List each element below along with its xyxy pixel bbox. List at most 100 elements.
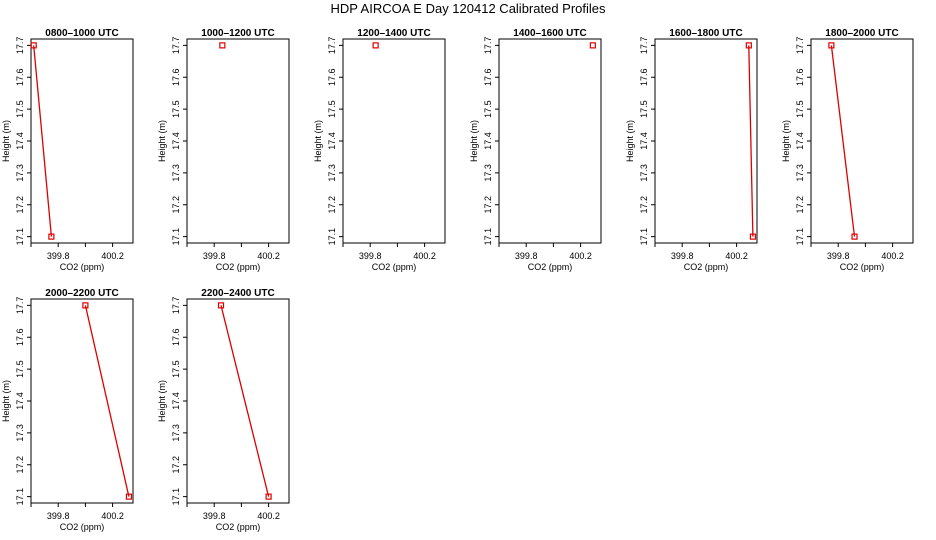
plot-frame	[30, 298, 134, 504]
data-point	[749, 233, 757, 240]
x-axis-label: CO2 (ppm)	[528, 262, 573, 272]
panel-title: 2200–2400 UTC	[201, 288, 274, 299]
y-tick-label: 17.5	[171, 100, 181, 118]
y-tick-label: 17.7	[483, 37, 493, 55]
y-tick-label: 17.5	[327, 100, 337, 118]
plot-frame	[186, 298, 290, 504]
data-point	[30, 42, 37, 49]
profile-line	[748, 45, 754, 237]
x-axis-label: CO2 (ppm)	[60, 522, 105, 532]
y-tick-label: 17.2	[795, 196, 805, 214]
x-tick-label: 400.2	[101, 511, 124, 521]
y-tick-label: 17.7	[171, 37, 181, 55]
y-axis-label: Height (m)	[1, 380, 11, 422]
x-axis-label: CO2 (ppm)	[216, 262, 261, 272]
y-tick-label: 17.1	[15, 228, 25, 246]
y-tick-label: 17.7	[795, 37, 805, 55]
profile-panel: 1000–1200 UTC 399.8 400.2 17.1 17.2 17.3 17.4 1…	[157, 28, 290, 272]
x-tick-label: 399.8	[47, 251, 70, 261]
y-tick-label: 17.7	[15, 37, 25, 55]
y-tick-label: 17.2	[15, 456, 25, 474]
y-tick-label: 17.1	[639, 228, 649, 246]
y-tick-label: 17.5	[795, 100, 805, 118]
x-tick-label: 400.2	[101, 251, 124, 261]
y-tick-label: 17.2	[639, 196, 649, 214]
plot-frame	[498, 38, 602, 244]
profile-panel: 2200–2400 UTC 399.8 400.2 17.1 17.2 17.3 17.4 1…	[157, 288, 290, 532]
x-tick-label: 400.2	[257, 251, 280, 261]
y-tick-label: 17.6	[15, 328, 25, 346]
plot-frame	[654, 38, 758, 244]
profile-panel: 0800–1000 UTC 399.8 400.2 17.1 17.2 17.3 17.4 1…	[1, 28, 134, 272]
data-point	[589, 42, 596, 49]
y-tick-label: 17.4	[639, 132, 649, 150]
y-tick-label: 17.1	[15, 488, 25, 506]
y-axis-label: Height (m)	[157, 380, 167, 422]
x-tick-label: 400.2	[881, 251, 904, 261]
profile-panel: 1600–1800 UTC 399.8 400.2 17.1 17.2 17.3 17.4 1…	[625, 28, 758, 272]
y-tick-label: 17.4	[15, 392, 25, 410]
data-point	[48, 233, 55, 240]
y-tick-label: 17.4	[171, 392, 181, 410]
x-tick-label: 399.8	[671, 251, 694, 261]
data-point	[125, 493, 133, 500]
profile-panel: 1800–2000 UTC 399.8 400.2 17.1 17.2 17.3 17.4 1…	[781, 28, 914, 272]
profile-line	[220, 305, 270, 497]
y-tick-label: 17.7	[639, 37, 649, 55]
panel-title: 1600–1800 UTC	[669, 28, 742, 39]
y-tick-label: 17.5	[171, 360, 181, 378]
y-tick-label: 17.2	[171, 456, 181, 474]
y-axis-label: Height (m)	[157, 120, 167, 162]
profile-line	[33, 45, 53, 237]
y-tick-label: 17.1	[171, 488, 181, 506]
figure-title: HDP AIRCOA E Day 120412 Calibrated Profi…	[330, 1, 606, 16]
y-tick-label: 17.4	[327, 132, 337, 150]
panel-title: 2000–2200 UTC	[45, 288, 118, 299]
y-tick-label: 17.1	[795, 228, 805, 246]
panel-title: 1800–2000 UTC	[825, 28, 898, 39]
y-tick-label: 17.7	[171, 297, 181, 315]
panel-title: 1200–1400 UTC	[357, 28, 430, 39]
profile-line	[84, 305, 130, 497]
y-tick-label: 17.6	[327, 68, 337, 86]
x-tick-label: 400.2	[725, 251, 748, 261]
x-axis-label: CO2 (ppm)	[372, 262, 417, 272]
y-tick-label: 17.3	[171, 164, 181, 182]
profile-panel: 2000–2200 UTC 399.8 400.2 17.1 17.2 17.3 17.4 1…	[1, 288, 134, 532]
plot-frame	[30, 38, 134, 244]
y-tick-label: 17.3	[639, 164, 649, 182]
y-tick-label: 17.3	[15, 164, 25, 182]
data-point	[851, 233, 858, 240]
y-tick-label: 17.3	[171, 424, 181, 442]
y-tick-label: 17.4	[483, 132, 493, 150]
x-tick-label: 399.8	[515, 251, 538, 261]
data-point	[372, 42, 379, 49]
data-point	[828, 42, 835, 49]
y-tick-label: 17.1	[171, 228, 181, 246]
plot-frame	[342, 38, 446, 244]
plot-frame	[810, 38, 914, 244]
y-tick-label: 17.5	[483, 100, 493, 118]
y-tick-label: 17.3	[483, 164, 493, 182]
y-axis-label: Height (m)	[625, 120, 635, 162]
panel-title: 1400–1600 UTC	[513, 28, 586, 39]
y-tick-label: 17.6	[795, 68, 805, 86]
y-tick-label: 17.6	[171, 328, 181, 346]
y-tick-label: 17.2	[483, 196, 493, 214]
y-tick-label: 17.6	[639, 68, 649, 86]
data-point	[265, 493, 272, 500]
profile-line	[830, 45, 856, 237]
y-tick-label: 17.1	[327, 228, 337, 246]
x-tick-label: 399.8	[359, 251, 382, 261]
x-tick-label: 399.8	[203, 511, 226, 521]
y-tick-label: 17.2	[327, 196, 337, 214]
data-point	[219, 42, 226, 49]
x-tick-label: 400.2	[413, 251, 436, 261]
panel-title: 0800–1000 UTC	[45, 28, 118, 39]
y-tick-label: 17.3	[795, 164, 805, 182]
profile-panel: 1400–1600 UTC 399.8 400.2 17.1 17.2 17.3 17.4 1…	[469, 28, 602, 272]
profile-panel: 1200–1400 UTC 399.8 400.2 17.1 17.2 17.3 17.4 1…	[313, 28, 446, 272]
x-axis-label: CO2 (ppm)	[216, 522, 261, 532]
data-point	[82, 302, 89, 309]
